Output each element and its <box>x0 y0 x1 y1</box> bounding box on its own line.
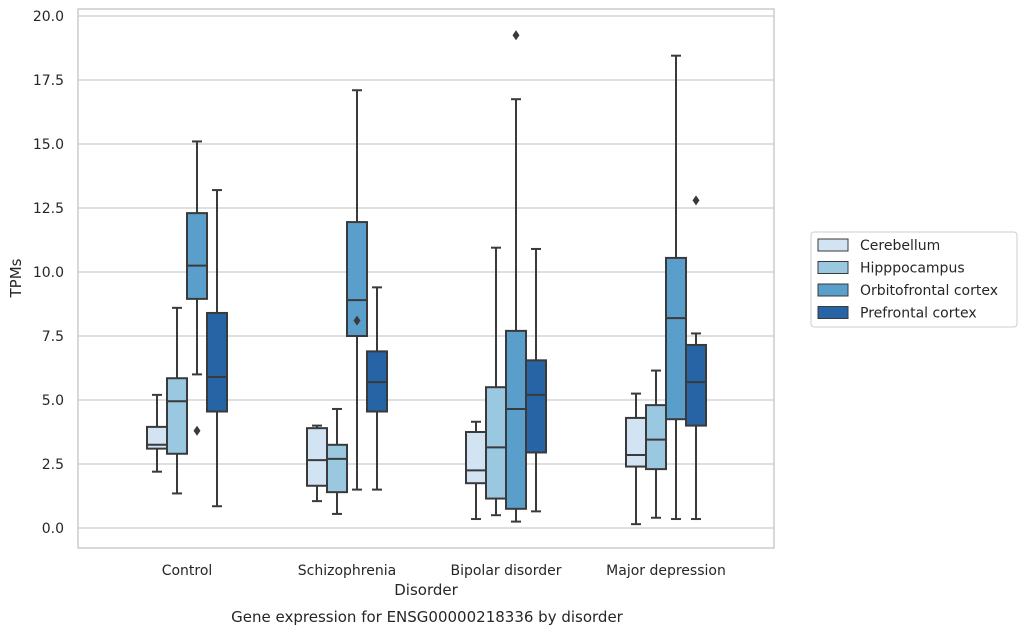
box-hipppocampus <box>166 306 188 495</box>
y-tick-label: 15.0 <box>33 137 64 153</box>
x-axis-title: Disorder <box>394 581 458 599</box>
box-cerebellum <box>306 424 328 503</box>
outlier-point <box>692 195 700 206</box>
box-prefrontal-cortex <box>366 286 388 491</box>
y-tick-label: 20.0 <box>33 9 64 25</box>
box-iqr <box>206 311 228 413</box>
outlier-point <box>512 30 520 41</box>
legend-label: Hipppocampus <box>860 261 965 277</box>
box-prefrontal-cortex <box>685 195 707 521</box>
y-tick-labels: 0.0 2.5 5.0 7.5 10.0 12.5 15.0 17.5 20.0 <box>33 9 64 537</box>
legend: Cerebellum Hipppocampus Orbitofrontal cort… <box>810 231 1018 328</box>
box-iqr <box>485 386 507 500</box>
y-axis-title: TPMs <box>7 258 25 298</box>
x-tick-label: Bipolar disorder <box>450 563 561 579</box>
box-cerebellum <box>625 392 647 526</box>
box-prefrontal-cortex <box>525 247 547 513</box>
box-iqr <box>346 221 368 337</box>
box-iqr <box>645 404 667 471</box>
legend-swatch <box>817 238 849 252</box>
y-tick-label: 7.5 <box>42 329 64 345</box>
y-tick-label: 2.5 <box>42 457 64 473</box>
box-prefrontal-cortex <box>206 189 228 508</box>
legend-swatch <box>817 283 849 297</box>
box-iqr <box>465 431 487 485</box>
plot-frame <box>77 8 775 549</box>
box-iqr <box>306 427 328 487</box>
box-iqr <box>665 256 687 421</box>
y-tick-label: 5.0 <box>42 393 64 409</box>
box-hipppocampus <box>326 407 348 515</box>
box-hipppocampus <box>485 246 507 517</box>
x-tick-labels: Control Schizophrenia Bipolar disorder Majo… <box>162 563 726 579</box>
box-orbitofrontal-cortex <box>186 140 208 436</box>
legend-frame <box>810 231 1018 328</box>
box-iqr <box>625 416 647 468</box>
x-tick-label: Schizophrenia <box>298 563 396 579</box>
box-hipppocampus <box>645 369 667 519</box>
outlier-point <box>193 425 201 436</box>
chart-caption: Gene expression for ENSG00000218336 by d… <box>231 608 624 626</box>
box-iqr <box>525 359 547 454</box>
y-tick-label: 17.5 <box>33 73 64 89</box>
y-tick-label: 12.5 <box>33 201 64 217</box>
box-orbitofrontal-cortex <box>346 89 368 491</box>
box-iqr <box>326 443 348 494</box>
legend-swatch <box>817 261 849 274</box>
x-tick-label: Major depression <box>606 563 726 579</box>
box-iqr <box>685 343 707 427</box>
legend-label: Cerebellum <box>860 238 940 254</box>
outlier-point <box>353 315 361 326</box>
x-tick-label: Control <box>162 563 213 579</box>
legend-label: Orbitofrontal cortex <box>860 283 998 299</box>
boxes <box>146 30 707 526</box>
box-orbitofrontal-cortex <box>505 30 527 523</box>
box-cerebellum <box>465 420 487 521</box>
legend-swatch <box>817 306 849 319</box>
box-iqr <box>186 212 208 300</box>
box-iqr <box>505 329 527 510</box>
y-tick-label: 0.0 <box>42 521 64 537</box>
y-tick-label: 10.0 <box>33 265 64 281</box>
legend-label: Prefrontal cortex <box>860 306 977 322</box>
box-orbitofrontal-cortex <box>665 54 687 521</box>
box-cerebellum <box>146 393 168 473</box>
box-iqr <box>166 377 188 455</box>
